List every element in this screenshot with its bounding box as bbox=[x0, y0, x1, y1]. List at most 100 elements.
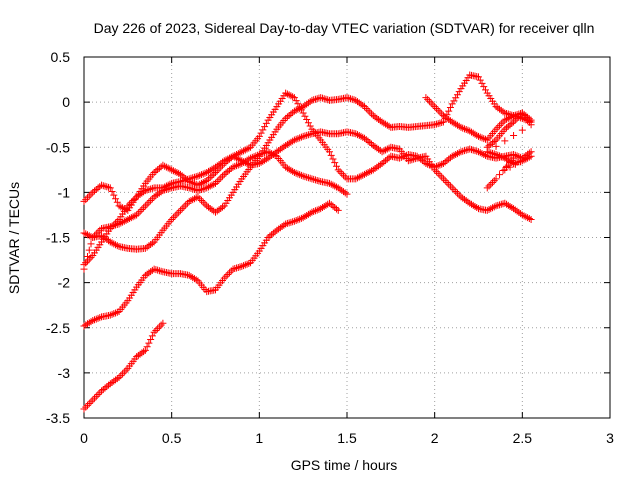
data-point bbox=[296, 215, 304, 223]
data-point bbox=[106, 223, 114, 231]
data-point bbox=[439, 175, 447, 183]
data-point bbox=[134, 351, 142, 359]
data-point bbox=[436, 161, 444, 169]
data-point bbox=[343, 190, 351, 198]
data-point bbox=[317, 94, 325, 102]
data-point bbox=[236, 160, 244, 168]
data-point bbox=[497, 106, 505, 114]
y-tick-label: -0.5 bbox=[46, 139, 70, 155]
data-point bbox=[115, 220, 123, 228]
data-point bbox=[404, 157, 412, 165]
data-point bbox=[180, 176, 188, 184]
data-point bbox=[301, 213, 309, 221]
data-point bbox=[445, 115, 453, 123]
data-point bbox=[354, 174, 362, 182]
data-point bbox=[112, 221, 120, 229]
data-point bbox=[287, 218, 295, 226]
data-point bbox=[96, 226, 104, 234]
data-point bbox=[257, 150, 265, 158]
data-point bbox=[368, 110, 376, 118]
data-point bbox=[96, 314, 104, 322]
data-point bbox=[112, 195, 120, 203]
data-point bbox=[127, 214, 135, 222]
data-point bbox=[455, 88, 463, 96]
data-point bbox=[325, 179, 333, 187]
data-point bbox=[106, 238, 114, 246]
data-point bbox=[352, 130, 360, 138]
data-point bbox=[383, 121, 391, 129]
data-point bbox=[255, 159, 263, 167]
data-point bbox=[371, 165, 379, 173]
data-point bbox=[145, 339, 153, 347]
data-point bbox=[315, 205, 323, 213]
data-point bbox=[217, 204, 225, 212]
data-point bbox=[192, 173, 200, 181]
data-point bbox=[133, 193, 141, 201]
y-tick-label: 0.5 bbox=[51, 49, 71, 65]
data-point bbox=[96, 389, 104, 397]
data-point bbox=[112, 376, 120, 384]
data-point bbox=[334, 206, 342, 214]
data-point bbox=[84, 231, 92, 239]
data-point bbox=[517, 111, 525, 119]
data-point bbox=[155, 267, 163, 275]
data-point bbox=[82, 230, 90, 238]
data-point bbox=[87, 240, 95, 248]
data-point bbox=[233, 264, 241, 272]
data-point bbox=[133, 211, 141, 219]
data-point bbox=[166, 165, 174, 173]
data-point bbox=[290, 217, 298, 225]
data-point bbox=[489, 178, 497, 186]
data-point bbox=[501, 154, 509, 162]
data-point bbox=[441, 177, 449, 185]
data-point bbox=[110, 240, 118, 248]
data-point bbox=[175, 208, 183, 216]
data-point bbox=[101, 384, 109, 392]
data-point bbox=[508, 113, 516, 121]
data-point bbox=[503, 162, 511, 170]
data-point bbox=[87, 318, 95, 326]
data-point bbox=[471, 130, 479, 138]
data-point bbox=[199, 198, 207, 206]
data-point bbox=[396, 154, 404, 162]
data-point bbox=[310, 96, 318, 104]
data-point bbox=[155, 189, 163, 197]
data-point bbox=[487, 180, 495, 188]
series-2 bbox=[80, 71, 535, 253]
data-point bbox=[219, 203, 227, 211]
data-point bbox=[84, 194, 92, 202]
data-point bbox=[106, 380, 114, 388]
data-point bbox=[245, 144, 253, 152]
data-point bbox=[306, 130, 314, 138]
data-point bbox=[236, 149, 244, 157]
data-point bbox=[287, 110, 295, 118]
data-point bbox=[176, 170, 184, 178]
data-point bbox=[303, 211, 311, 219]
data-point bbox=[380, 119, 388, 127]
data-point bbox=[271, 228, 279, 236]
data-point bbox=[233, 162, 241, 170]
data-point bbox=[482, 86, 490, 94]
data-point bbox=[282, 141, 290, 149]
data-point bbox=[92, 185, 100, 193]
data-point bbox=[143, 243, 151, 251]
data-point bbox=[503, 115, 511, 123]
data-point bbox=[157, 267, 165, 275]
data-point bbox=[113, 242, 121, 250]
data-point bbox=[510, 154, 518, 162]
data-point bbox=[497, 120, 505, 128]
data-point bbox=[297, 104, 305, 112]
data-point bbox=[332, 162, 340, 170]
data-point bbox=[424, 95, 432, 103]
data-point bbox=[94, 314, 102, 322]
data-point bbox=[432, 120, 440, 128]
data-point bbox=[467, 200, 475, 208]
data-point bbox=[140, 348, 148, 356]
data-point bbox=[506, 202, 514, 210]
data-point bbox=[496, 171, 504, 179]
data-point bbox=[471, 202, 479, 210]
data-point bbox=[371, 143, 379, 151]
data-point bbox=[85, 319, 93, 327]
data-point bbox=[268, 150, 276, 158]
data-point bbox=[518, 126, 526, 134]
